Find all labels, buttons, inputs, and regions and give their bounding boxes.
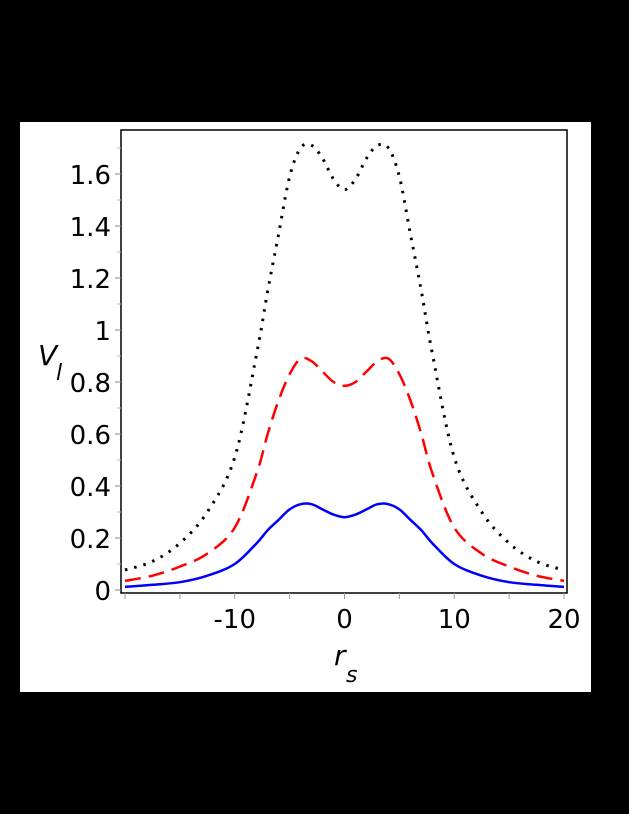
- curve-solid-blue: [124, 502, 565, 589]
- x-axis-label-subscript: s: [346, 663, 357, 688]
- y-axis-label-main: V: [38, 339, 59, 372]
- y-axis-label: V l: [38, 339, 62, 386]
- chart-panel: 0 0.2 0.4 0.6 0.8 1 1.2 1.4 1.6 -10 0 10 20 V l r s: [20, 122, 591, 692]
- y-tick-label: 0.6: [70, 421, 111, 451]
- y-tick-label: 0.4: [70, 473, 111, 503]
- y-tick-label: 0: [94, 577, 111, 607]
- x-axis-ticks: -10 0 10 20: [124, 593, 581, 635]
- y-axis-ticks: 0 0.2 0.4 0.6 0.8 1 1.2 1.4 1.6: [70, 147, 121, 607]
- x-tick-label: 0: [336, 605, 353, 635]
- y-axis-label-subscript: l: [56, 361, 62, 386]
- line-chart: 0 0.2 0.4 0.6 0.8 1 1.2 1.4 1.6 -10 0 10 20 V l r s: [38, 129, 581, 688]
- chart-curves: [124, 142, 565, 589]
- y-tick-label: 0.2: [70, 525, 111, 555]
- y-tick-label: 1: [94, 317, 111, 347]
- y-tick-label: 1.2: [70, 265, 111, 295]
- plot-frame: [120, 129, 568, 594]
- x-axis-label-main: r: [334, 639, 347, 672]
- x-tick-label: 10: [438, 605, 471, 635]
- curve-dashed-red: [124, 356, 565, 583]
- x-tick-label: 20: [547, 605, 580, 635]
- x-axis-label: r s: [334, 639, 357, 688]
- curve-dotted-black: [124, 142, 565, 572]
- y-tick-label: 1.4: [70, 213, 111, 243]
- x-tick-label: -10: [214, 605, 256, 635]
- y-tick-label: 1.6: [70, 161, 111, 191]
- y-tick-label: 0.8: [70, 369, 111, 399]
